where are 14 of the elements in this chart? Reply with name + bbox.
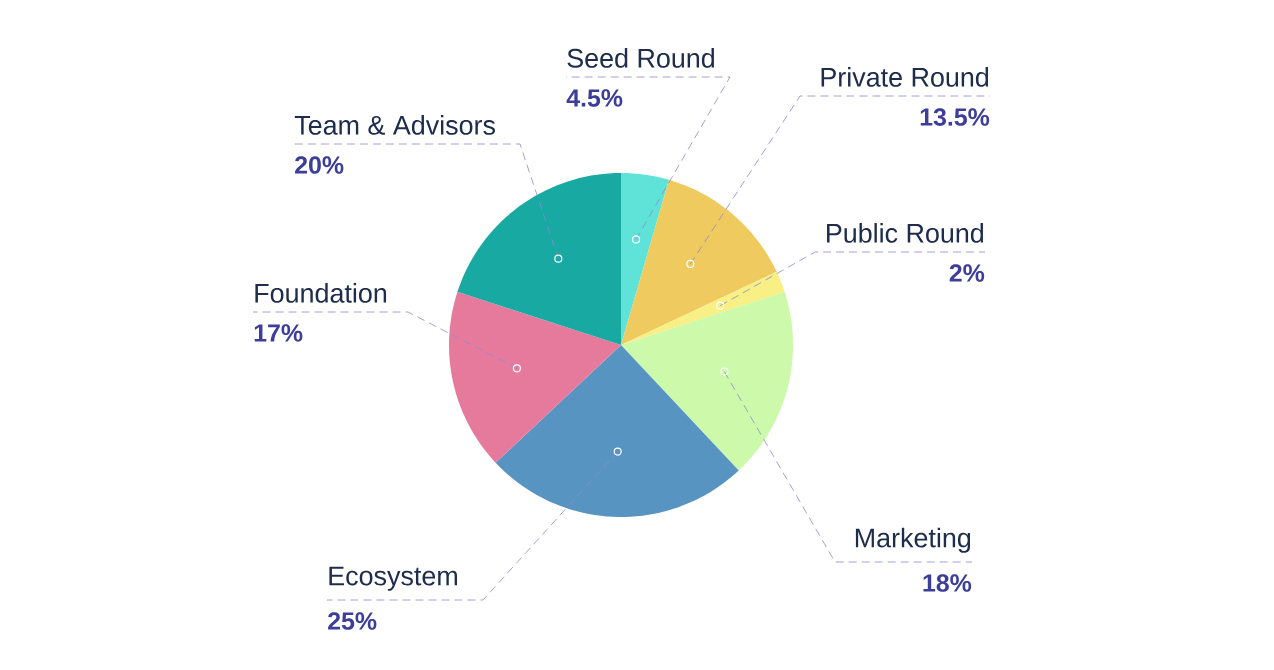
data-label: 2% [949, 264, 985, 282]
data-label: 20% [295, 156, 344, 174]
data-label: 18% [923, 574, 972, 592]
slice-label: Team & Advisors [294, 115, 496, 135]
slice-label: Private Round [821, 67, 989, 87]
slice-label: Public Round [827, 223, 984, 243]
slice-label: Marketing [855, 527, 971, 553]
slice-label: Ecosystem [329, 566, 457, 591]
data-label: 4.5% [566, 89, 623, 107]
slice-label: Foundation [255, 283, 387, 303]
data-label: 25% [328, 612, 377, 630]
data-label: 13.5% [920, 108, 990, 126]
data-label: 17% [254, 324, 303, 342]
slice-label: Seed Round [567, 48, 714, 68]
